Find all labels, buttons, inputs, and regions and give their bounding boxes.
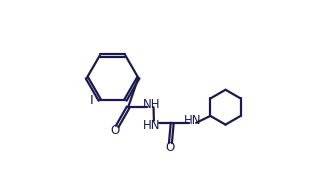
Text: I: I (90, 95, 94, 107)
Text: HN: HN (143, 119, 160, 132)
Text: NH: NH (143, 98, 160, 112)
Text: O: O (110, 124, 120, 137)
Text: O: O (165, 141, 174, 154)
Text: HN: HN (184, 115, 202, 127)
